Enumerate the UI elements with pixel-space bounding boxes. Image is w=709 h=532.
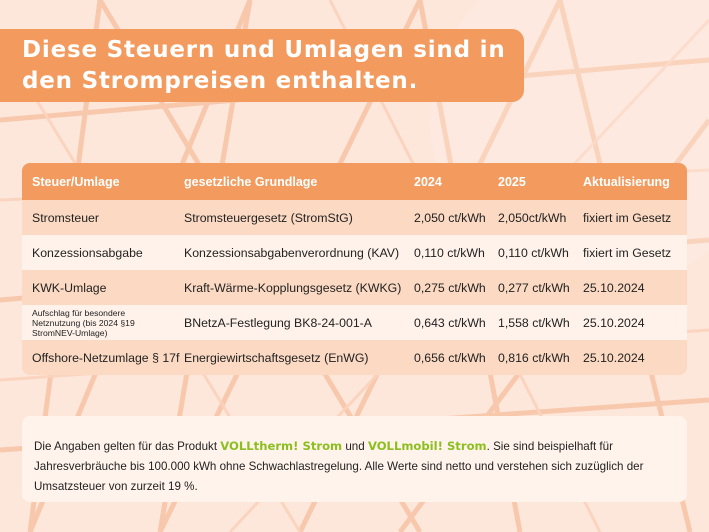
cell-update: 25.10.2024 xyxy=(573,305,687,340)
cell-2024: 2,050 ct/kWh xyxy=(404,200,488,235)
product-1-brand: VOLLtherm! xyxy=(220,439,299,453)
cell-2024: 0,656 ct/kWh xyxy=(404,340,488,375)
cell-tax: Aufschlag für besondere Netznutzung (bis… xyxy=(22,305,174,340)
cell-tax: KWK-Umlage xyxy=(22,270,174,305)
note-text-1: Die Angaben gelten für das Produkt xyxy=(34,440,221,453)
disclaimer-note: Die Angaben gelten für das Produkt VOLLt… xyxy=(22,416,687,502)
header-2024: 2024 xyxy=(404,163,488,200)
table-row: Aufschlag für besondere Netznutzung (bis… xyxy=(22,305,687,340)
page-title: Diese Steuern und Umlagen sind in den St… xyxy=(22,35,524,97)
product-1-suffix: Strom xyxy=(298,439,343,453)
cell-legal-basis: Kraft-Wärme-Kopplungsgesetz (KWKG) xyxy=(174,270,404,305)
page-title-line-2: den Strompreisen enthalten. xyxy=(22,68,419,94)
table-row: Konzessionsabgabe Konzessionsabgabenvero… xyxy=(22,235,687,270)
cell-tax: Stromsteuer xyxy=(22,200,174,235)
cell-2024: 0,110 ct/kWh xyxy=(404,235,488,270)
cell-2025: 1,558 ct/kWh xyxy=(488,305,573,340)
cell-legal-basis: Energiewirtschaftsgesetz (EnWG) xyxy=(174,340,404,375)
cell-2025: 0,110 ct/kWh xyxy=(488,235,573,270)
cell-update: fixiert im Gesetz xyxy=(573,200,687,235)
note-text-2: und xyxy=(342,440,368,453)
cell-tax: Offshore-Netzumlage § 17f xyxy=(22,340,179,375)
title-banner: Diese Steuern und Umlagen sind in den St… xyxy=(0,29,524,102)
taxes-table: Steuer/Umlage gesetzliche Grundlage 2024… xyxy=(22,163,687,375)
cell-legal-basis: Stromsteuergesetz (StromStG) xyxy=(174,200,404,235)
product-2-brand: VOLLmobil! xyxy=(367,439,443,453)
table-row: KWK-Umlage Kraft-Wärme-Kopplungsgesetz (… xyxy=(22,270,687,305)
note-text-3: . Sie sind beispielhaft für Jahresverbrä… xyxy=(34,440,644,493)
header-update: Aktualisierung xyxy=(573,163,687,200)
cell-2024: 0,643 ct/kWh xyxy=(404,305,488,340)
product-name-voll-therm: VOLLtherm! Strom xyxy=(220,439,342,453)
cell-2025: 0,277 ct/kWh xyxy=(488,270,573,305)
header-2025: 2025 xyxy=(488,163,573,200)
product-name-voll-mobil: VOLLmobil! Strom xyxy=(368,439,487,453)
cell-2024: 0,275 ct/kWh xyxy=(404,270,488,305)
cell-2025: 0,816 ct/kWh xyxy=(488,340,573,375)
table-row: Offshore-Netzumlage § 17f Energiewirtsch… xyxy=(22,340,687,375)
cell-update: 25.10.2024 xyxy=(573,340,687,375)
cell-legal-basis: Konzessionsabgabenverordnung (KAV) xyxy=(174,235,404,270)
cell-update: 25.10.2024 xyxy=(573,270,687,305)
product-2-suffix: Strom xyxy=(442,439,487,453)
header-legal-basis: gesetzliche Grundlage xyxy=(174,163,404,200)
cell-tax: Konzessionsabgabe xyxy=(22,235,174,270)
page-title-line-1: Diese Steuern und Umlagen sind in xyxy=(22,37,506,63)
cell-legal-basis: BNetzA-Festlegung BK8-24-001-A xyxy=(174,305,404,340)
table-header-row: Steuer/Umlage gesetzliche Grundlage 2024… xyxy=(22,163,687,200)
header-tax: Steuer/Umlage xyxy=(22,163,174,200)
cell-update: fixiert im Gesetz xyxy=(573,235,687,270)
cell-2025: 2,050ct/kWh xyxy=(488,200,573,235)
table-row: Stromsteuer Stromsteuergesetz (StromStG)… xyxy=(22,200,687,235)
taxes-table-container: Steuer/Umlage gesetzliche Grundlage 2024… xyxy=(22,163,687,375)
